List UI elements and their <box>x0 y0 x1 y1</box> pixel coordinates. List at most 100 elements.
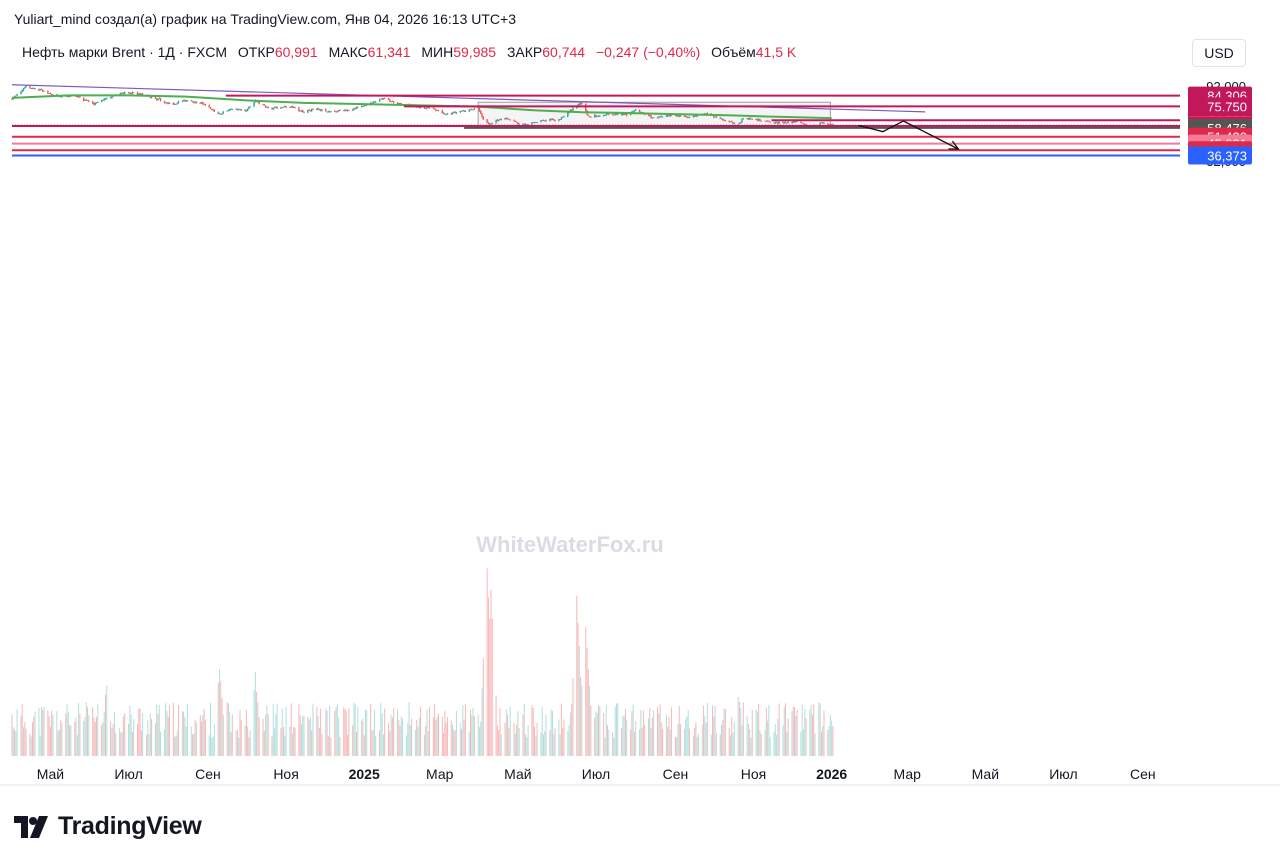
volume-bar <box>818 702 820 756</box>
volume-bar <box>607 725 609 756</box>
candle-body <box>659 116 661 118</box>
volume-bar <box>175 736 177 756</box>
volume-series <box>11 568 834 756</box>
volume-bar <box>88 715 90 756</box>
candle <box>746 117 748 120</box>
volume-bar <box>338 717 340 756</box>
candle <box>550 118 552 121</box>
candle <box>30 87 32 90</box>
candle-body <box>11 98 13 100</box>
volume-bar <box>157 714 159 756</box>
candle-body <box>453 112 455 113</box>
volume-bar <box>300 724 302 756</box>
candle-body <box>199 102 201 104</box>
candle <box>378 98 381 103</box>
volume-bar <box>668 716 670 756</box>
volume-bar <box>694 727 696 756</box>
candle-body <box>360 106 363 108</box>
candle-body <box>499 119 501 121</box>
candle-body <box>181 100 184 102</box>
candle-body <box>478 107 481 112</box>
candle <box>560 117 563 121</box>
candle <box>549 118 551 122</box>
candle-body <box>326 111 328 113</box>
volume-bar <box>713 716 715 756</box>
volume-bar <box>742 702 744 756</box>
volume-value: 41,5 K <box>755 44 797 60</box>
candle-body <box>182 99 185 101</box>
candle <box>39 88 41 92</box>
candle <box>276 106 278 109</box>
volume-bar <box>78 703 80 756</box>
candle-body <box>330 111 332 112</box>
volume-bar <box>631 711 633 756</box>
candle <box>683 115 686 118</box>
candle <box>38 88 40 92</box>
volume-bar <box>785 703 787 756</box>
candle <box>319 109 322 112</box>
volume-bar <box>486 568 488 756</box>
candle <box>380 98 382 100</box>
candle <box>345 109 347 112</box>
candle <box>732 121 734 125</box>
candle <box>436 109 438 111</box>
symbol-name[interactable]: Нефть марки Brent · 1Д · FXCM <box>22 44 228 60</box>
candle <box>33 87 35 90</box>
volume-bar <box>194 719 196 756</box>
candle-body <box>617 113 619 115</box>
volume-bar <box>222 715 224 756</box>
candle-body <box>248 107 250 109</box>
candle <box>542 119 545 122</box>
candle <box>40 88 43 90</box>
candle <box>693 115 696 118</box>
candle <box>357 106 359 109</box>
candle <box>195 101 198 104</box>
candle-body <box>454 111 456 113</box>
volume-bar <box>747 723 749 756</box>
volume-bar <box>129 705 131 756</box>
volume-bar <box>443 732 445 756</box>
candle <box>472 109 474 111</box>
candle <box>293 106 295 108</box>
candle <box>158 97 160 100</box>
candle-body <box>677 115 679 117</box>
candle-body <box>722 118 724 121</box>
candle <box>203 103 205 106</box>
candle <box>471 108 473 111</box>
volume-bar <box>587 668 589 756</box>
volume-bar <box>253 689 255 756</box>
candle <box>130 92 132 95</box>
candle-body <box>692 116 695 118</box>
volume-bar <box>284 735 286 756</box>
volume-bar <box>372 730 374 756</box>
candle-body <box>693 115 696 117</box>
candle-body <box>156 98 158 100</box>
candle <box>94 102 96 106</box>
volume-bar <box>425 726 427 756</box>
volume-bar <box>513 722 515 756</box>
price-chart[interactable]: WhiteWaterFox.ru92,00088,00084,00080,000… <box>0 0 1280 800</box>
candle <box>124 91 126 95</box>
candle-body <box>732 122 734 124</box>
candle-body <box>25 85 27 88</box>
volume-bar <box>549 730 551 756</box>
candle-body <box>43 91 45 92</box>
candle-body <box>131 92 134 94</box>
candle <box>373 101 376 103</box>
candle <box>661 116 664 118</box>
candle-body <box>750 118 752 120</box>
volume-bar <box>238 737 240 756</box>
candle-body <box>239 109 241 111</box>
candle <box>823 121 825 124</box>
volume-bar <box>540 732 542 756</box>
volume-bar <box>272 704 274 756</box>
candle-body <box>513 120 515 122</box>
volume-bar <box>285 706 287 756</box>
candle <box>191 100 194 103</box>
volume-bar <box>464 704 466 756</box>
currency-button[interactable]: USD <box>1192 39 1246 67</box>
candle <box>355 106 358 110</box>
volume-bar <box>363 735 365 756</box>
candle <box>748 117 751 121</box>
candle-body <box>351 109 354 111</box>
